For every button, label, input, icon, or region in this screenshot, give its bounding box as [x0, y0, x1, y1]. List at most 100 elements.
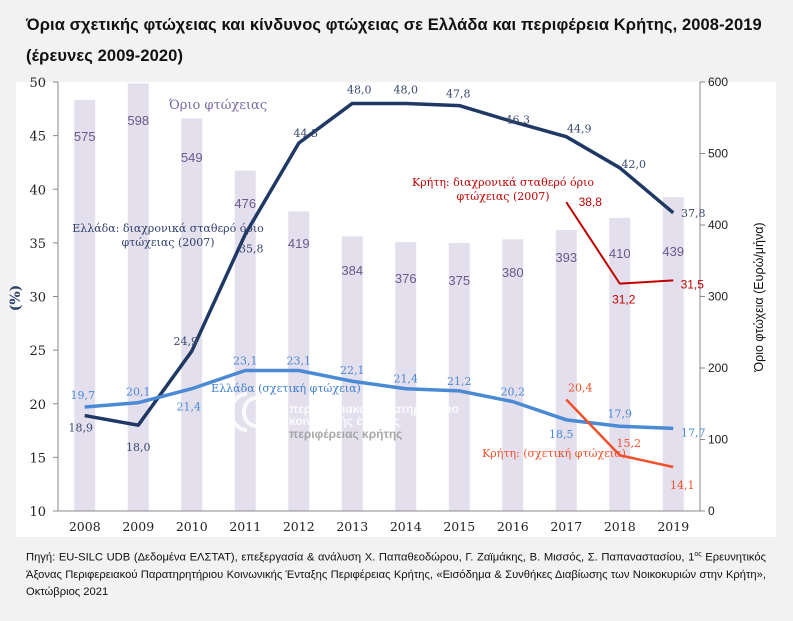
annotation-crete-fixed-2: φτώχειας (2007): [456, 190, 549, 203]
series-0-label-2018: 42,0: [622, 158, 647, 171]
y-left-tick-15: 15: [29, 451, 46, 466]
series-0-label-2015: 47,8: [446, 88, 471, 101]
bar-label-2015: 375: [448, 273, 470, 288]
bar-2015: [448, 242, 470, 511]
x-tick-2019: 2019: [657, 519, 689, 534]
bar-label-2011: 476: [234, 196, 256, 211]
series-0-label-2008: 18,9: [69, 422, 94, 435]
series-3-label-2019: 14,1: [670, 479, 695, 492]
bar-2017: [555, 230, 577, 511]
series-1-label-2009: 20,1: [126, 386, 151, 399]
annotation-greece-fixed-1: Ελλάδα: διαχρονικά σταθερό όριο: [72, 222, 264, 235]
y-right-tick-300: 300: [708, 290, 728, 304]
watermark-arc-icon: [229, 392, 248, 432]
labels-group: 575 598 549 476 419 384 376 375 380 393 410 439 18,9…: [69, 83, 706, 492]
x-tick-2010: 2010: [176, 519, 208, 534]
watermark-line2: κοινωνικής ένταξης: [289, 414, 400, 428]
series-2-label-2019: 31,5: [681, 277, 705, 291]
y-right-tick-500: 500: [708, 147, 728, 161]
series-1-label-2019: 17,7: [681, 426, 706, 439]
bar-2008: [74, 99, 96, 511]
annotation-greece-relative: Ελλάδα (σχετική φτώχεια): [211, 382, 361, 395]
series-0-label-2019: 37,8: [681, 207, 706, 220]
series-2-label-2018: 31,2: [612, 293, 636, 307]
series-0-label-2011: 35,8: [239, 242, 264, 255]
series-2-label-2017: 38,8: [579, 195, 603, 209]
bar-2013: [341, 236, 363, 511]
y-left-tick-10: 10: [29, 505, 46, 520]
series-0-label-2013: 48,0: [347, 83, 372, 96]
y-left-tick-25: 25: [29, 344, 46, 359]
series-1-label-2017: 18,5: [549, 428, 574, 441]
series-1-label-2010: 21,4: [177, 401, 202, 414]
series-line-0: [84, 101, 675, 427]
watermark-arc-icon: [242, 396, 257, 428]
x-tick-2008: 2008: [69, 519, 101, 534]
y-axis-left-label: (%): [8, 285, 24, 312]
series-0-label-2014: 48,0: [394, 83, 419, 96]
bar-label-2009: 598: [127, 113, 149, 128]
annotation-greece-fixed-2: φτώχειας (2007): [121, 236, 214, 249]
y-right-tick-0: 0: [708, 504, 715, 518]
series-3-label-2018: 15,2: [617, 437, 642, 450]
series-0-label-2012: 44,3: [294, 127, 319, 140]
series-line-1: [84, 368, 674, 431]
series-1-label-2016: 20,2: [501, 386, 526, 399]
y-axis-right-label: Όριο φτώχεια (Ευρώ/μήνα): [752, 222, 766, 372]
source-sup: ος: [694, 551, 702, 558]
bar-2019: [662, 197, 684, 512]
bar-label-2008: 575: [74, 129, 96, 144]
ticks-group: 1015202530354045500100200300400500600200…: [29, 75, 728, 534]
series-1-label-2015: 21,2: [447, 375, 472, 388]
annotation-crete-fixed-1: Κρήτη: διαχρονικά σταθερό όριο: [412, 176, 594, 189]
series-1-label-2014: 21,4: [394, 373, 419, 386]
bar-2010: [181, 118, 203, 511]
annotation-bars: Όριο φτώχειας: [169, 98, 267, 113]
lines-group: [84, 101, 675, 469]
x-tick-2016: 2016: [497, 519, 529, 534]
series-3-label-2017: 20,4: [568, 381, 593, 394]
bar-2016: [502, 239, 524, 512]
x-tick-2011: 2011: [229, 519, 261, 534]
annotation-crete-relative: Κρήτη: (σχετική φτώχεια): [482, 447, 626, 460]
x-tick-2018: 2018: [604, 519, 636, 534]
series-1-label-2018: 17,9: [608, 407, 633, 420]
source-suffix: Ερευνητικός Άξονας Περιφερειακού Παρατηρ…: [26, 551, 766, 598]
y-left-tick-40: 40: [29, 183, 46, 198]
series-line-3: [565, 398, 674, 469]
y-left-tick-20: 20: [29, 398, 46, 413]
y-right-tick-200: 200: [708, 361, 728, 375]
series-line-2: [565, 201, 674, 285]
series-0-label-2017: 44,9: [567, 123, 592, 136]
y-left-tick-35: 35: [29, 237, 46, 252]
chart-title: Όρια σχετικής φτώχειας και κίνδυνος φτώχ…: [26, 16, 762, 65]
bar-2012: [288, 211, 310, 512]
source-prefix: Πηγή: EU-SILC UDB (Δεδομένα ΕΛΣΤΑΤ), επε…: [26, 551, 695, 564]
watermark-block-icon: [262, 396, 272, 428]
bar-2014: [395, 242, 417, 511]
y-right-tick-600: 600: [708, 75, 728, 89]
watermark-line3: περιφέρειας κρήτης: [289, 427, 402, 441]
series-1-label-2013: 22,1: [340, 364, 365, 377]
source-note: Πηγή: EU-SILC UDB (Δεδομένα ΕΛΣΤΑΤ), επε…: [26, 546, 766, 601]
watermark-line1: περιφερειακό παρατηρητήριο: [289, 402, 459, 416]
x-tick-2009: 2009: [122, 519, 154, 534]
bar-label-2010: 549: [181, 150, 203, 165]
y-left-tick-50: 50: [29, 76, 46, 91]
bar-2018: [609, 217, 631, 511]
bar-label-2017: 393: [555, 250, 577, 265]
y-left-tick-30: 30: [29, 291, 46, 306]
series-0-label-2016: 46,3: [506, 114, 531, 127]
bar-label-2016: 380: [502, 265, 524, 280]
y-left-tick-45: 45: [29, 130, 46, 145]
x-tick-2014: 2014: [390, 519, 422, 534]
x-tick-2012: 2012: [283, 519, 315, 534]
y-right-tick-100: 100: [708, 433, 728, 447]
bar-label-2019: 439: [662, 244, 684, 259]
series-1-label-2011: 23,1: [233, 355, 258, 368]
series-0-label-2010: 24,9: [174, 335, 199, 348]
bar-label-2018: 410: [609, 246, 631, 261]
series-1-label-2012: 23,1: [287, 355, 312, 368]
x-tick-2017: 2017: [550, 519, 582, 534]
x-tick-2013: 2013: [336, 519, 368, 534]
